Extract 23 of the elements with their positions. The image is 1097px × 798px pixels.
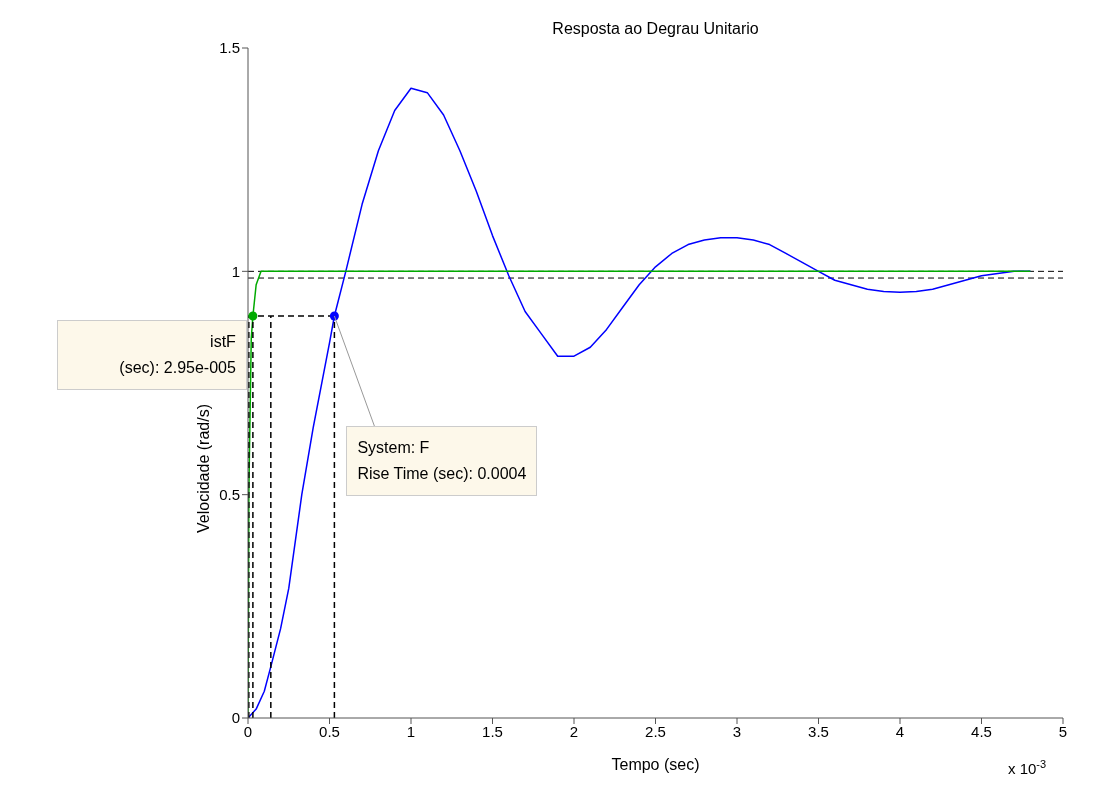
x-tick-label: 0.5 bbox=[319, 722, 340, 740]
x-tick-label: 1.5 bbox=[482, 722, 503, 740]
x-tick-label: 0 bbox=[243, 722, 253, 740]
y-axis-title: Velocidade (rad/s) bbox=[194, 404, 212, 533]
chart-title: Resposta ao Degrau Unitario bbox=[551, 20, 760, 38]
x-tick-label: 2.5 bbox=[645, 722, 666, 740]
x-tick-label: 3 bbox=[732, 722, 742, 740]
x-tick-label: 5 bbox=[1058, 722, 1068, 740]
y-tick-label: 0 bbox=[231, 709, 240, 727]
x-tick-label: 1 bbox=[406, 722, 416, 740]
x-tick-label: 3.5 bbox=[808, 722, 829, 740]
data-tip-box: istF (sec): 2.95e-005 bbox=[56, 320, 247, 390]
data-tip-box: System: F Rise Time (sec): 0.0004 bbox=[346, 426, 538, 496]
text: x 10$^{-3}$ bbox=[1008, 758, 1047, 777]
annotation: istF (sec): 2.95e-005 bbox=[118, 332, 236, 378]
x-tick-label: 2 bbox=[569, 722, 579, 740]
x-axis-title: Tempo (sec) bbox=[611, 756, 700, 773]
y-tick-label: 1 bbox=[231, 262, 240, 280]
y-tick-label: 1.5 bbox=[219, 39, 240, 57]
x-tick-label: 4.5 bbox=[971, 722, 992, 740]
y-tick-label: 0.5 bbox=[219, 485, 240, 503]
annotation: System: F Rise Time (sec): 0.0004 bbox=[357, 438, 527, 484]
x-tick-label: 4 bbox=[895, 722, 905, 740]
